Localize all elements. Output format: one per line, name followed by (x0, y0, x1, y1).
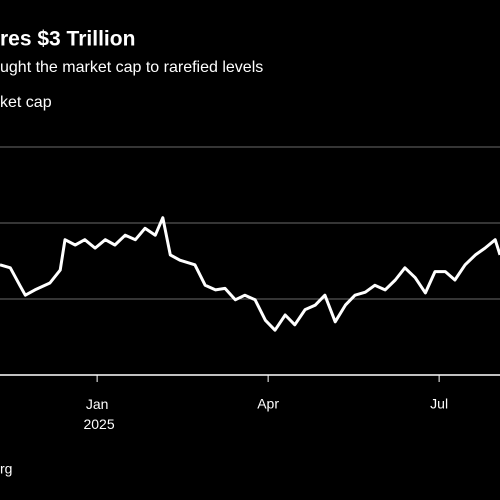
x-tick-label: Jul (430, 396, 448, 412)
x-tick-label: Jan 2025 (80, 396, 115, 432)
chart-subtitle: ught the market cap to rarefied levels (0, 59, 263, 76)
source: rg (0, 461, 12, 477)
legend-label: ket cap (0, 94, 52, 111)
line-series (0, 216, 500, 332)
x-tick-label: Apr (257, 396, 279, 412)
chart-title: res $3 Trillion (0, 28, 135, 51)
